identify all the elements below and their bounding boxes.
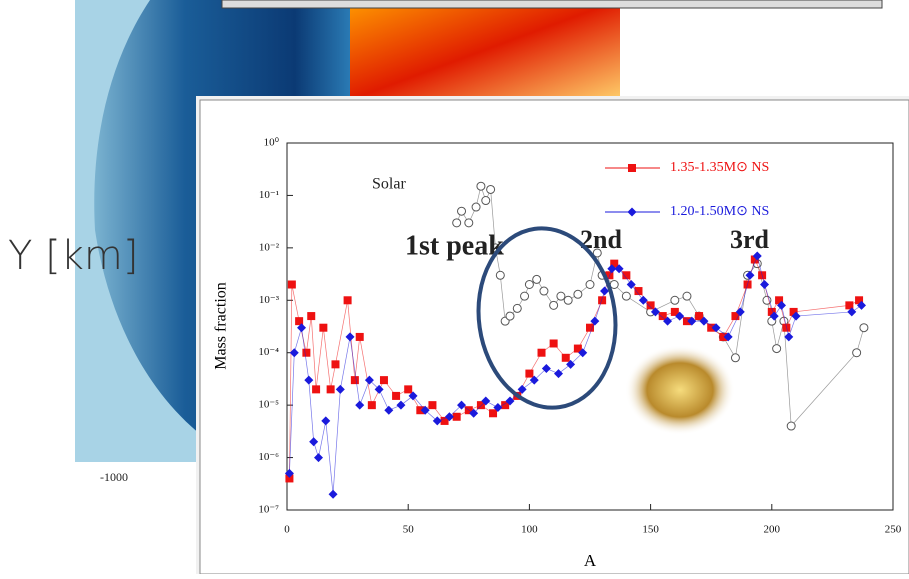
point — [506, 312, 514, 320]
point — [562, 354, 570, 362]
point — [312, 385, 320, 393]
point — [380, 376, 388, 384]
point — [538, 349, 546, 357]
point — [482, 197, 490, 205]
point — [557, 292, 565, 300]
point — [564, 296, 572, 304]
point — [731, 354, 739, 362]
simulation-image — [350, 0, 620, 100]
point — [550, 339, 558, 347]
point — [647, 301, 655, 309]
legend-marker — [628, 164, 636, 172]
y-tick-label: 10⁻¹ — [259, 189, 279, 201]
y-tick-label: 10⁻⁷ — [258, 504, 279, 516]
y-tick-label: 10⁰ — [264, 137, 280, 149]
point — [465, 219, 473, 227]
x-tick-label: 200 — [764, 524, 781, 536]
axis-label: Y [km] — [8, 233, 139, 279]
point — [525, 281, 533, 289]
point — [622, 292, 630, 300]
x-tick-label: 150 — [642, 524, 659, 536]
point — [307, 312, 315, 320]
x-tick-label: 50 — [403, 524, 415, 536]
point — [351, 376, 359, 384]
point — [472, 203, 480, 211]
point — [860, 324, 868, 332]
point — [356, 333, 364, 341]
point — [327, 385, 335, 393]
x-tick-label: 250 — [885, 524, 902, 536]
image-frame — [222, 0, 882, 8]
gold-bars-image — [625, 345, 735, 435]
point — [525, 370, 533, 378]
point — [453, 219, 461, 227]
annotation: Solar — [372, 176, 406, 193]
point — [586, 281, 594, 289]
point — [392, 392, 400, 400]
point — [521, 292, 529, 300]
x-tick-label: 0 — [284, 524, 290, 536]
tick-label: -1000 — [100, 470, 128, 484]
point — [368, 401, 376, 409]
point — [683, 292, 691, 300]
annotation: 1st peak — [405, 230, 504, 261]
legend-label: 1.35-1.35M⊙ NS — [670, 160, 769, 175]
point — [477, 182, 485, 190]
point — [288, 281, 296, 289]
y-tick-label: 10⁻⁴ — [258, 346, 279, 358]
point — [773, 345, 781, 353]
point — [513, 304, 521, 312]
x-axis-label: A — [584, 551, 597, 570]
x-tick-label: 100 — [521, 524, 538, 536]
point — [496, 271, 504, 279]
y-tick-label: 10⁻² — [259, 241, 280, 253]
point — [574, 290, 582, 298]
point — [428, 401, 436, 409]
point — [489, 409, 497, 417]
point — [787, 422, 795, 430]
point — [533, 275, 541, 283]
legend-label: 1.20-1.50M⊙ NS — [670, 204, 769, 219]
y-axis-label: Mass fraction — [213, 282, 230, 370]
annotation: 3rd — [730, 225, 770, 254]
point — [586, 324, 594, 332]
point — [404, 385, 412, 393]
point — [853, 349, 861, 357]
y-tick-label: 10⁻⁵ — [258, 399, 279, 411]
point — [302, 349, 310, 357]
point — [331, 360, 339, 368]
slide: Y [km] -1000 10⁻⁷ 10⁻⁶ 10⁻⁵ 10⁻⁴ 10⁻³ 10⁻² 10⁻… — [0, 0, 909, 574]
point — [458, 207, 466, 215]
page: {"background": {"ylabel": "Y [km]", "xti… — [0, 0, 909, 574]
point — [319, 324, 327, 332]
chart-panel — [200, 100, 909, 574]
point — [487, 185, 495, 193]
y-tick-label: 10⁻⁶ — [258, 451, 279, 463]
y-tick-label: 10⁻³ — [259, 294, 280, 306]
point — [550, 301, 558, 309]
point — [540, 287, 548, 295]
point — [671, 296, 679, 304]
point — [344, 296, 352, 304]
